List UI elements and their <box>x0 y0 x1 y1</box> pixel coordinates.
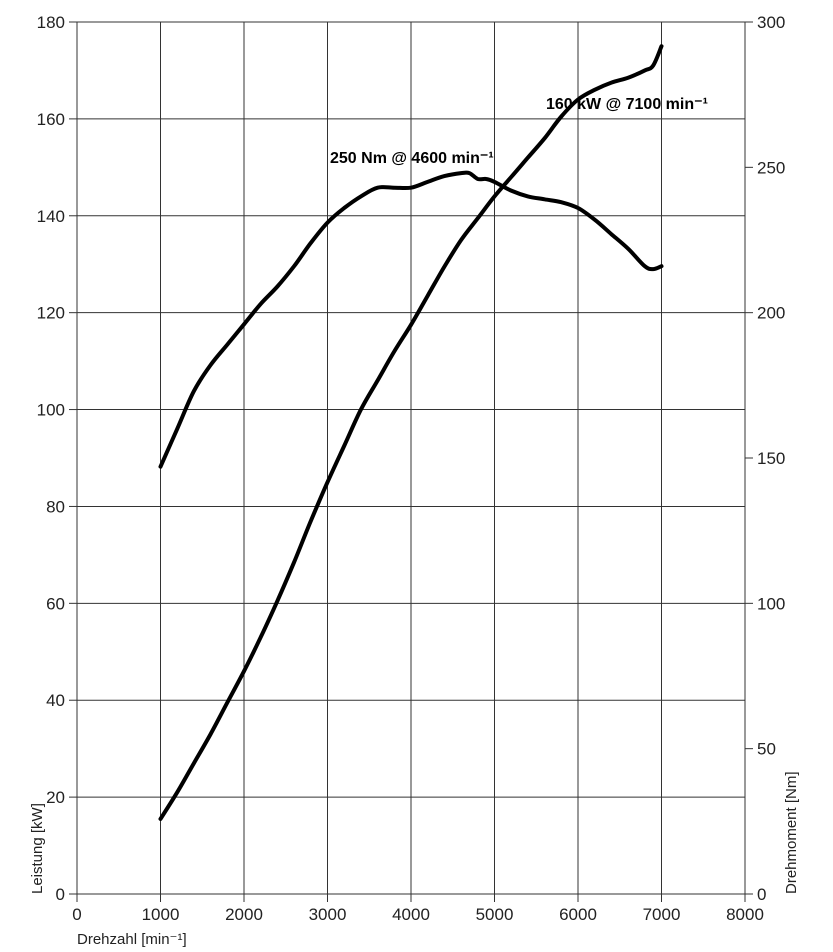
left-tick-label: 80 <box>46 497 65 516</box>
x-tick-label: 6000 <box>559 905 597 924</box>
left-axis-title: Leistung [kW] <box>29 803 46 894</box>
torque-peak-annotation: 250 Nm @ 4600 min⁻¹ <box>330 150 494 167</box>
x-tick-label: 4000 <box>392 905 430 924</box>
x-tick-label: 7000 <box>643 905 681 924</box>
x-axis-ticks: 0 1000 2000 3000 4000 5000 6000 7000 8000 <box>72 894 764 924</box>
right-axis-ticks: 0 50 100 150 200 250 300 <box>745 13 785 904</box>
right-tick-label: 0 <box>757 885 766 904</box>
series-group <box>158 44 664 821</box>
right-tick-label: 100 <box>757 594 785 613</box>
left-tick-label: 120 <box>37 304 65 323</box>
left-tick-label: 60 <box>46 594 65 613</box>
left-tick-label: 40 <box>46 691 65 710</box>
left-tick-label: 20 <box>46 788 65 807</box>
right-tick-label: 200 <box>757 304 785 323</box>
x-tick-label: 2000 <box>225 905 263 924</box>
left-tick-label: 100 <box>37 401 65 420</box>
left-tick-label: 140 <box>37 207 65 226</box>
left-tick-label: 160 <box>37 110 65 129</box>
left-tick-label: 180 <box>37 13 65 32</box>
power-curve <box>158 44 664 821</box>
x-tick-label: 3000 <box>309 905 347 924</box>
x-tick-label: 1000 <box>142 905 180 924</box>
right-axis-title: Drehmoment [Nm] <box>783 771 800 894</box>
power-peak-annotation: 160 kW @ 7100 min⁻¹ <box>546 96 708 113</box>
left-tick-label: 0 <box>56 885 65 904</box>
right-tick-label: 150 <box>757 449 785 468</box>
torque-curve <box>158 170 664 469</box>
x-tick-label: 8000 <box>726 905 764 924</box>
grid <box>77 22 745 894</box>
x-tick-label: 5000 <box>476 905 514 924</box>
right-tick-label: 300 <box>757 13 785 32</box>
right-tick-label: 250 <box>757 158 785 177</box>
x-tick-label: 0 <box>72 905 81 924</box>
right-tick-label: 50 <box>757 740 776 759</box>
x-axis-title: Drehzahl [min⁻¹] <box>77 931 187 948</box>
left-axis-ticks: 0 20 40 60 80 100 120 140 160 180 <box>37 13 77 904</box>
